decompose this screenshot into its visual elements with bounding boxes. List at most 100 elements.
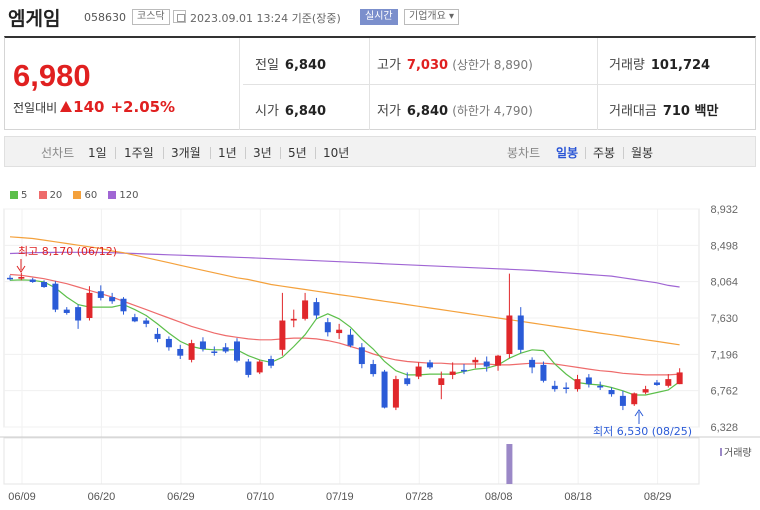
candle-body [41,282,48,288]
ma20-line [9,273,680,376]
divider [243,84,755,85]
x-tick-label: 08/08 [485,491,513,503]
chart-toolbar: 선차트 1일 1주일 3개월 1년 3년 5년 10년 봉차트 일봉 주봉 월봉 [4,136,756,167]
candle-body [336,329,343,334]
candle-body [495,355,502,366]
candle-body [438,378,445,385]
range-5y[interactable]: 5년 [288,146,307,160]
candle-monthly[interactable]: 월봉 [631,146,654,160]
divider [280,147,281,159]
high-arrow-head [16,265,26,273]
stock-name: 엠게임 [8,8,61,30]
candle-body [619,395,626,406]
candle-body [29,279,36,283]
change-value: 140 [73,98,105,116]
candle-body [177,348,184,356]
range-1y[interactable]: 1년 [218,146,237,160]
high-annotation: 최고 8,170 (06/12) [18,245,117,258]
x-tick-label: 08/18 [564,491,592,503]
candle-body [109,297,116,302]
candle-body [631,393,638,405]
candle-body [234,341,240,361]
candle-body [563,387,570,389]
x-tick-label: 08/29 [644,491,672,503]
low-arrow-head [634,409,644,417]
candle-body [188,343,195,360]
range-1d[interactable]: 1일 [88,146,107,160]
timestamp: 2023.09.01 13:24 기준(장중) [190,12,341,25]
legend-ma120: 120 [108,190,139,201]
stock-header: 엠게임 058630 코스닥 2023.09.01 13:24 기준(장중) 실… [0,0,760,36]
y-tick-label: 7,630 [710,313,738,325]
ma120-line [9,251,680,288]
chevron-down-icon: ▾ [449,11,455,22]
candle-body [653,382,660,385]
x-tick-label: 06/29 [167,491,195,503]
y-tick-label: 7,196 [710,349,738,361]
candle-body [483,361,490,367]
candle-weekly[interactable]: 주봉 [593,146,616,160]
divider [239,38,240,130]
y-tick-label: 6,762 [710,386,738,398]
company-overview-label: 기업개요 [409,11,446,22]
candle-body [302,300,309,319]
candle-body [211,351,218,353]
candle-body [143,320,150,324]
y-tick-label: 8,498 [710,240,738,252]
candle-body [449,371,456,375]
candle-body [472,359,479,363]
candle-body [426,362,433,368]
legend-ma60: 60 [73,190,97,201]
y-tick-label: 8,064 [710,277,738,289]
candle-body [381,371,388,408]
company-overview-dropdown[interactable]: 기업개요 ▾ [404,9,460,25]
candle-body [574,379,581,390]
range-10y[interactable]: 10년 [323,146,350,160]
candle-daily[interactable]: 일봉 [556,146,579,160]
open-price: 시가 6,840 [255,104,327,119]
candle-body [97,291,104,298]
candle-body [608,389,615,395]
candle-body [245,361,252,375]
candle-body [506,315,513,354]
candle-body [154,333,161,339]
range-3y[interactable]: 3년 [253,146,272,160]
volume-frame [3,437,700,485]
x-tick-label: 07/10 [247,491,275,503]
divider [315,147,316,159]
price-change: 전일대비 140 +2.05% [13,98,175,116]
candle-body [585,377,592,385]
x-tick-label: 06/09 [8,491,36,503]
stock-code: 058630 [84,11,126,24]
volume: 거래량 101,724 [609,58,711,73]
copy-icon[interactable] [173,10,186,23]
y-tick-label: 8,932 [710,204,738,216]
candle-body [324,322,331,333]
divider [115,147,116,159]
candle-body [461,369,467,372]
range-3m[interactable]: 3개월 [171,146,201,160]
divider [623,147,624,159]
candle-body [642,389,649,393]
candle-body [165,338,172,348]
x-tick-label: 07/19 [326,491,354,503]
volume-label: 거래량 [724,447,752,459]
candle-body [63,309,70,313]
y-tick-label: 6,328 [710,422,738,434]
candle-body [415,366,422,377]
divider [210,147,211,159]
candle-body [358,347,365,365]
realtime-button[interactable]: 실시간 [360,9,398,25]
candle-body [7,277,13,280]
candle-body [290,318,297,321]
candle-body [131,317,138,322]
high-price: 고가 7,030 (상한가 8,890) [377,58,533,73]
range-1w[interactable]: 1주일 [124,146,154,160]
candle-chart-label: 봉차트 [507,146,541,160]
candle-body [529,359,536,368]
candle-body [676,372,683,385]
candle-body [268,359,275,366]
volume-bar [506,444,513,484]
change-label: 전일대비 [13,101,58,115]
